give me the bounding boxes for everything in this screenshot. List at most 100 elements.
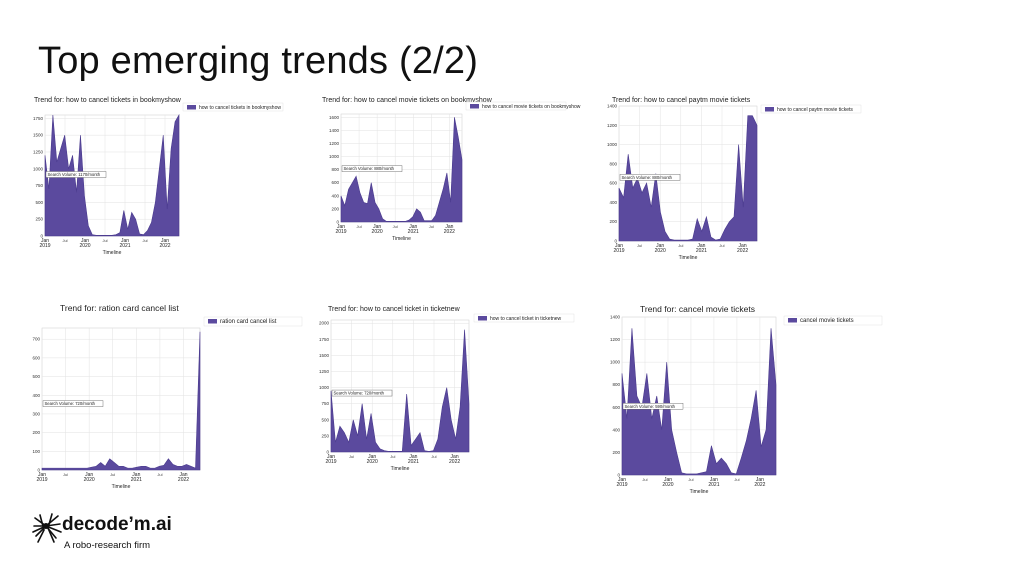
- annotation-text: Search Volume: 720/month: [45, 401, 96, 406]
- x-tick-label: Jan: [81, 238, 89, 244]
- legend-label: how to cancel movie tickets on bookmysho…: [482, 104, 581, 110]
- x-tick-year: 2021: [408, 229, 419, 235]
- legend-label: how to cancel ticket in ticketnew: [490, 316, 562, 322]
- chart-title: Trend for: how to cancel tickets in book…: [34, 97, 182, 104]
- x-tick-label: Jul: [157, 472, 162, 477]
- trend-chart-paytm-movie-tickets: Trend for: how to cancel paytm movie tic…: [607, 93, 872, 263]
- x-tick-label: Jul: [678, 243, 683, 248]
- y-tick-label: 400: [612, 427, 620, 432]
- y-tick-label: 0: [614, 239, 617, 244]
- x-axis-label: Timeline: [112, 484, 131, 490]
- y-tick-label: 400: [609, 200, 617, 205]
- chart-title: Trend for: how to cancel paytm movie tic…: [612, 97, 751, 104]
- chart-svg: Trend for: how to cancel paytm movie tic…: [607, 97, 862, 261]
- y-tick-label: 1500: [33, 133, 44, 138]
- x-tick-year: 2022: [159, 243, 170, 249]
- x-tick-label: Jul: [62, 238, 67, 243]
- y-tick-label: 1400: [329, 128, 340, 133]
- chart-svg: Trend for: how to cancel movie tickets o…: [322, 97, 581, 242]
- legend-swatch: [470, 104, 479, 109]
- x-tick-label: Jan: [368, 454, 376, 460]
- annotation-text: Search Volume: 1170/month: [48, 172, 101, 177]
- x-tick-label: Jan: [38, 472, 46, 478]
- trend-chart-bookmyshow-movie-tickets: Trend for: how to cancel movie tickets o…: [320, 93, 582, 243]
- legend-swatch: [788, 318, 797, 323]
- legend: how to cancel tickets in bookmyshow: [182, 102, 284, 112]
- y-tick-label: 1000: [33, 166, 44, 171]
- x-tick-label: Jan: [710, 477, 718, 483]
- y-tick-label: 750: [35, 183, 43, 188]
- y-tick-label: 200: [32, 430, 40, 435]
- y-tick-label: 800: [612, 382, 620, 387]
- x-tick-label: Jan: [337, 224, 345, 230]
- x-tick-label: Jan: [373, 224, 381, 230]
- x-tick-label: Jan: [327, 454, 335, 460]
- x-tick-label: Jul: [688, 477, 693, 482]
- x-tick-label: Jul: [642, 477, 647, 482]
- y-tick-label: 1600: [329, 115, 340, 120]
- legend: ration card cancel list: [203, 316, 303, 327]
- chart-svg: Trend for: how to cancel ticket in ticke…: [319, 306, 575, 472]
- slide-title: Top emerging trends (2/2): [38, 40, 479, 82]
- y-tick-label: 0: [617, 473, 620, 478]
- legend: how to cancel paytm movie tickets: [760, 104, 862, 114]
- x-tick-label: Jul: [142, 238, 147, 243]
- y-tick-label: 1750: [319, 337, 330, 342]
- x-tick-label: Jul: [734, 477, 739, 482]
- y-tick-label: 0: [40, 234, 43, 239]
- legend-swatch: [765, 107, 774, 112]
- brain-icon: [32, 513, 62, 543]
- y-tick-label: 600: [609, 181, 617, 186]
- search-volume-annotation: Search Volume: 590/month: [622, 403, 684, 410]
- x-tick-year: 2020: [367, 459, 378, 465]
- x-axis-label: Timeline: [392, 236, 411, 242]
- trend-area-series: [44, 113, 180, 237]
- search-volume-annotation: Search Volume: 720/month: [331, 389, 393, 397]
- x-tick-label: Jul: [390, 454, 395, 459]
- x-tick-label: Jan: [615, 243, 623, 249]
- x-tick-year: 2022: [178, 477, 189, 483]
- legend: cancel movie tickets: [783, 315, 883, 326]
- y-tick-label: 500: [35, 200, 43, 205]
- x-tick-label: Jan: [618, 477, 626, 483]
- y-tick-label: 800: [331, 167, 339, 172]
- y-tick-label: 400: [32, 393, 40, 398]
- legend-label: how to cancel tickets in bookmyshow: [199, 105, 281, 111]
- x-tick-year: 2021: [696, 248, 707, 254]
- legend-label: cancel movie tickets: [800, 318, 854, 324]
- search-volume-annotation: Search Volume: 1170/month: [45, 171, 107, 178]
- annotation-text: Search Volume: 590/month: [625, 404, 676, 409]
- y-tick-label: 500: [321, 417, 329, 422]
- y-tick-label: 300: [32, 411, 40, 416]
- x-axis-label: Timeline: [690, 489, 709, 495]
- y-tick-label: 1000: [607, 142, 618, 147]
- chart-svg: Trend for: ration card cancel list 0 100 20…: [32, 303, 303, 490]
- x-tick-label: Jan: [161, 238, 169, 244]
- x-tick-year: 2020: [84, 477, 95, 483]
- brand-logo: decode’m.ai A robo-research firm: [32, 512, 232, 562]
- x-axis-label: Timeline: [103, 250, 122, 256]
- x-tick-year: 2019: [325, 459, 336, 465]
- chart-title: Trend for: how to cancel movie tickets o…: [322, 97, 493, 104]
- y-tick-label: 500: [32, 374, 40, 379]
- y-tick-label: 0: [326, 450, 329, 455]
- x-tick-label: Jan: [664, 477, 672, 483]
- x-tick-year: 2021: [708, 482, 719, 488]
- x-tick-label: Jul: [356, 224, 361, 229]
- x-tick-year: 2022: [449, 459, 460, 465]
- brand-name: decode’m.ai: [62, 514, 172, 535]
- x-tick-label: Jan: [121, 238, 129, 244]
- x-tick-year: 2019: [613, 248, 624, 254]
- chart-svg: Trend for: how to cancel tickets in book…: [33, 97, 284, 256]
- y-tick-label: 1400: [607, 104, 618, 109]
- legend: how to cancel ticket in ticketnew: [473, 313, 575, 323]
- x-tick-year: 2019: [39, 243, 50, 249]
- x-tick-year: 2019: [36, 477, 47, 483]
- y-tick-label: 200: [331, 206, 339, 211]
- legend: how to cancel movie tickets on bookmysho…: [465, 101, 581, 111]
- plot-area: [41, 327, 201, 471]
- chart-svg: Trend for: cancel movie tickets 0 200 400 60…: [610, 304, 883, 495]
- x-tick-year: 2020: [79, 243, 90, 249]
- annotation-text: Search Volume: 880/month: [622, 175, 673, 180]
- x-tick-label: Jul: [63, 472, 68, 477]
